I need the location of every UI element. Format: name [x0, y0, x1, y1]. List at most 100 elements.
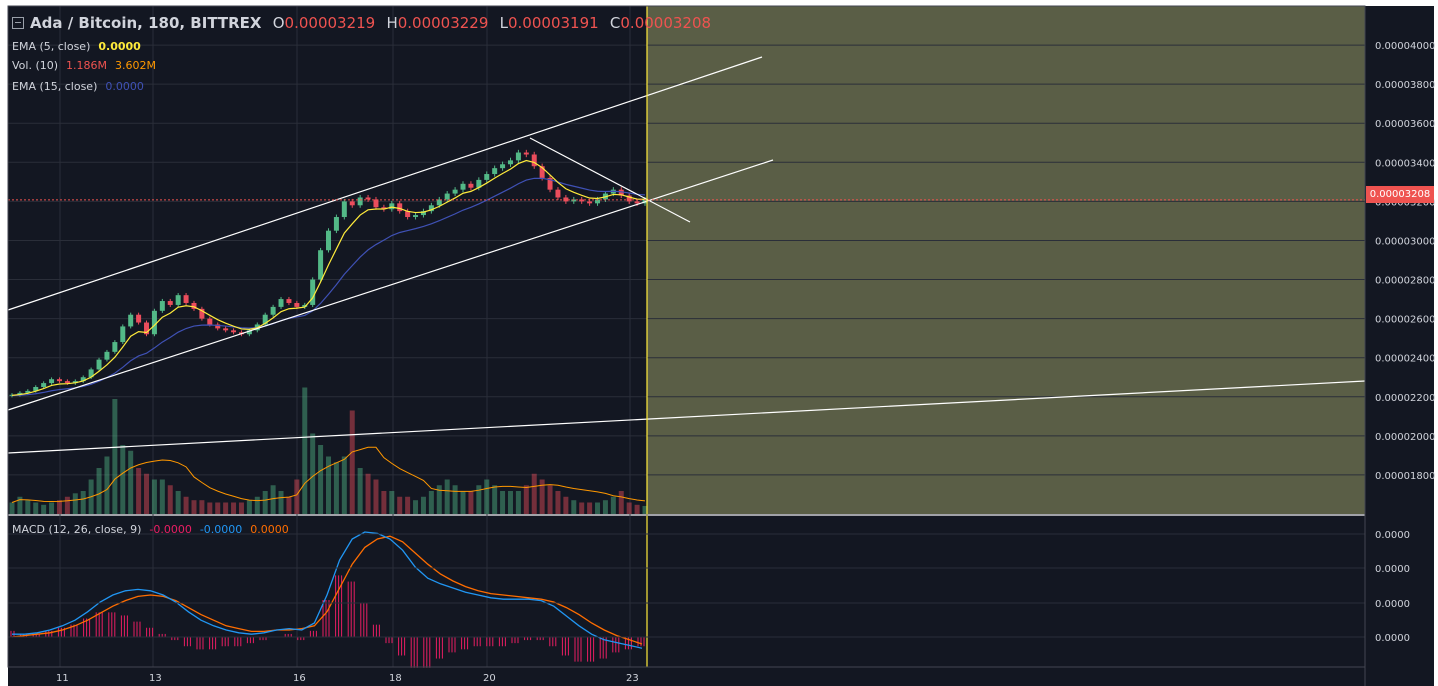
volume-legend[interactable]: Vol. (10) 1.186M 3.602M — [12, 59, 164, 72]
candle-body — [326, 230, 331, 251]
high-label: H — [386, 14, 398, 32]
volume-bar — [436, 485, 442, 514]
candle-body — [112, 342, 118, 352]
candle-body — [468, 183, 474, 188]
volume-bar — [310, 433, 316, 514]
volume-bar — [523, 485, 529, 514]
ema5-legend[interactable]: EMA (5, close) 0.0000 — [12, 40, 149, 53]
highlight-zone — [647, 6, 1365, 514]
time-tick-label: 20 — [483, 673, 496, 684]
candle-body — [72, 381, 78, 384]
candle-body — [547, 177, 553, 190]
volume-bar — [41, 504, 47, 514]
candle-body — [246, 330, 252, 335]
candle-body — [49, 379, 55, 384]
volume-bar — [17, 496, 23, 514]
candle-body — [507, 160, 513, 165]
candle-body — [500, 164, 506, 169]
volume-bar — [357, 468, 363, 514]
volume-bar — [579, 502, 585, 514]
macd-hist-value: -0.0000 — [149, 523, 192, 536]
candle-body — [270, 306, 276, 315]
candle-body — [333, 217, 339, 231]
candle-body — [302, 304, 308, 307]
volume-bar — [555, 491, 561, 514]
volume-value-1: 1.186M — [66, 59, 108, 72]
candle-body — [555, 189, 561, 198]
volume-label: Vol. (10) — [12, 59, 59, 72]
candle-body — [183, 295, 189, 303]
candle-body — [231, 330, 237, 333]
volume-bar — [64, 496, 70, 514]
volume-bar — [515, 491, 521, 514]
price-tick-label: 0.00002200 — [1375, 393, 1435, 404]
volume-bar — [452, 485, 458, 514]
macd-macd-value: -0.0000 — [199, 523, 243, 536]
candle-body — [120, 326, 126, 343]
high-value: 0.00003229 — [397, 14, 489, 32]
candle-body — [626, 195, 632, 202]
volume-bar — [270, 485, 276, 514]
candle-body — [310, 279, 316, 305]
time-tick-label: 16 — [293, 673, 306, 684]
candle-body — [80, 377, 86, 382]
price-tick-label: 0.00004000 — [1375, 41, 1435, 52]
volume-bar — [25, 500, 31, 514]
volume-bar — [341, 456, 347, 514]
volume-bar — [56, 500, 62, 514]
macd-tick-label: 0.0000 — [1375, 633, 1410, 644]
volume-bar — [191, 500, 197, 514]
macd-tick-label: 0.0000 — [1375, 599, 1410, 610]
ema15-line — [11, 177, 646, 397]
volume-bar — [33, 502, 39, 514]
macd-signal-line — [11, 535, 643, 645]
collapse-icon[interactable] — [12, 17, 24, 29]
candle-body — [223, 328, 229, 331]
candle-body — [199, 308, 205, 319]
candle-body — [492, 168, 498, 175]
candle-body — [294, 302, 300, 307]
candle-body — [452, 189, 458, 194]
symbol-title: Ada / Bitcoin, 180, BITTREX — [30, 14, 262, 32]
candle-body — [436, 199, 442, 206]
volume-bar — [595, 502, 601, 514]
price-tick-label: 0.00002800 — [1375, 276, 1435, 287]
candle-body — [64, 381, 70, 384]
ema15-legend[interactable]: EMA (15, close) 0.0000 — [12, 80, 152, 93]
volume-bar — [444, 479, 450, 514]
candle-body — [634, 201, 640, 204]
descending-trendline — [529, 137, 691, 223]
candle-body — [215, 324, 221, 329]
price-axis-bg — [1365, 6, 1434, 686]
volume-bar — [183, 496, 189, 514]
long-term-trendline — [7, 380, 1366, 454]
channel-lower-trendline — [7, 159, 774, 411]
volume-bar — [531, 473, 537, 514]
volume-bar — [104, 456, 110, 514]
ema5-label: EMA (5, close) — [12, 40, 91, 53]
volume-bar — [215, 502, 221, 514]
low-label: L — [499, 14, 508, 32]
volume-bar — [246, 500, 252, 514]
candle-body — [444, 193, 450, 200]
volume-bar — [460, 491, 466, 514]
candle-body — [357, 197, 363, 206]
volume-bar — [96, 468, 102, 514]
volume-bar — [547, 485, 553, 514]
candle-body — [365, 197, 371, 200]
volume-bar — [207, 502, 213, 514]
low-value: 0.00003191 — [508, 14, 599, 32]
volume-bar — [199, 500, 205, 514]
volume-bar — [587, 502, 593, 514]
ema5-value: 0.0000 — [98, 40, 141, 53]
macd-legend[interactable]: MACD (12, 26, close, 9) -0.0000 -0.0000 0.0… — [12, 523, 297, 536]
macd-signal-value: 0.0000 — [250, 523, 289, 536]
volume-bar — [136, 468, 142, 514]
symbol-legend: Ada / Bitcoin, 180, BITTREX O0.00003219 … — [12, 14, 711, 32]
volume-bar — [333, 462, 339, 514]
volume-bar — [476, 485, 482, 514]
time-tick-label: 11 — [56, 673, 69, 684]
volume-bar — [373, 479, 379, 514]
